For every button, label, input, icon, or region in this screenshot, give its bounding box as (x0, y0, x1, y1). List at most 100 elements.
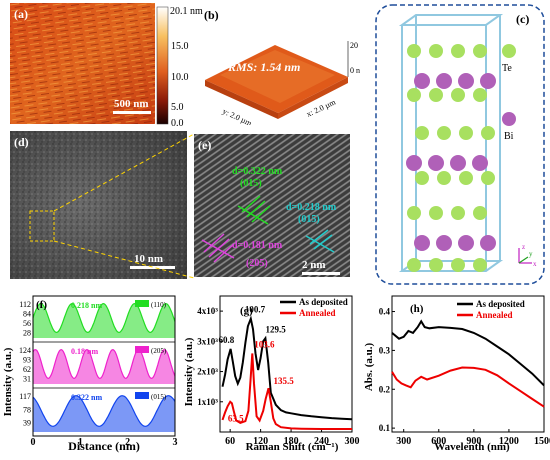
te-atom (429, 206, 443, 220)
x-tick-label: 1200 (499, 436, 519, 447)
rms-value: RMS: 1.54 nm (227, 60, 300, 74)
series-line (221, 353, 352, 430)
f-xtick: 1 (78, 437, 83, 448)
scale-bar-d (130, 266, 175, 269)
bi-atom (458, 235, 474, 251)
bi-atom (436, 73, 452, 89)
peak-label-red: 63.5 (228, 413, 244, 423)
te-atom (451, 44, 465, 58)
te-atom (473, 88, 487, 102)
peak-label-black: 100.7 (245, 305, 266, 315)
f-ytick: 56 (23, 319, 31, 328)
afm-height-map: 500 nm (a) (10, 3, 155, 124)
te-atom (459, 126, 473, 140)
y-tick-label: 0.3 (379, 345, 391, 355)
profile-spacing: 0.218 nm (71, 301, 102, 310)
x-tick-label: 300 (345, 436, 360, 447)
y-tick-label: 3x10³ (197, 336, 218, 346)
plane-d-015-green: d=0.322 nm (232, 166, 283, 177)
f-ytick: 112 (19, 300, 31, 309)
profile-legend-swatch (135, 300, 149, 307)
colorbar-tick: 15.0 (171, 41, 189, 52)
colorbar-max: 20.1 nm (170, 6, 203, 17)
zoom-region-box (29, 210, 55, 242)
te-atom (415, 171, 429, 185)
y-tick-label: 0.4 (379, 307, 391, 317)
bi-atom (436, 235, 452, 251)
bi-atom (480, 73, 496, 89)
legend-te: Te (502, 63, 512, 74)
z-tick-bottom: 0 nm (350, 66, 360, 75)
x-tick-label: 60 (225, 436, 235, 447)
panel-f-label: (f) (36, 299, 47, 311)
profile-spacing: 0.322 nm (71, 393, 102, 402)
te-atom (437, 126, 451, 140)
y-tick-label: 2x10³ (197, 367, 218, 377)
legend-entry: Annealed (476, 310, 513, 320)
scalebar-d-text: 10 nm (134, 253, 163, 265)
panel-h-label: (h) (410, 303, 424, 315)
f-ytick: 93 (23, 356, 31, 365)
bi-atom (406, 155, 422, 171)
x-tick-label: 180 (284, 436, 299, 447)
h-xlabel: Wavelenth (nm) (434, 441, 510, 453)
te-atom (429, 88, 443, 102)
f-ytick: 124 (19, 346, 31, 355)
colorbar-tick: 5.0 (171, 102, 184, 113)
plane-d-205: d=0.181 nm (232, 240, 283, 251)
f-xtick: 3 (173, 437, 178, 448)
panel-b-3d-afm: 20 nm 0 nm RMS: 1.54 nm y: 2.0 µm x: 2.0… (200, 5, 371, 128)
series-line (391, 319, 545, 387)
scalebar-e-text: 2 nm (302, 259, 326, 271)
profile-spacing: 0.18 nm (71, 347, 98, 356)
plane-hkl-cyan: (015) (298, 214, 320, 225)
profile-hkl: (110) (151, 301, 167, 309)
panel-g-raman-chart: 60 120 180 240 300 4x10³ 3x10³ 2x10³ 1x10³ As dep… (180, 292, 360, 455)
te-atom (415, 126, 429, 140)
profile-line (32, 302, 176, 334)
peak-label-red: 135.5 (273, 376, 294, 386)
profile-legend-swatch (135, 346, 149, 353)
scalebar-a-text: 500 nm (114, 98, 149, 110)
f-xtick: 2 (125, 437, 130, 448)
te-atom (451, 88, 465, 102)
peak-label-black: 60.8 (219, 335, 235, 345)
f-ytick: 117 (19, 392, 31, 401)
g-ylabel: Intensity (a.u.) (183, 337, 195, 406)
y-tick-label: 0.1 (379, 423, 391, 433)
f-ytick: 31 (23, 375, 31, 384)
legend-entry: Annealed (299, 308, 336, 318)
bi-atom (428, 155, 444, 171)
colorbar-tick: 10.0 (171, 72, 189, 83)
y-tick-label: 4x10³ (197, 306, 218, 316)
legend-entry: As deposited (476, 299, 525, 309)
axis-x: x (533, 260, 537, 268)
te-atom (451, 258, 465, 272)
te-atom (407, 206, 421, 220)
f-ytick: 78 (23, 405, 31, 414)
plane-hkl-205: (205) (246, 258, 268, 269)
f-ylabel: Intensity (a.u.) (2, 347, 14, 416)
te-atom (429, 258, 443, 272)
afm-3d-surface (205, 45, 348, 113)
panel-d-label: (d) (14, 135, 29, 149)
panel-c-crystal-structure: Te Bi z x y (c) (374, 3, 546, 286)
panel-f-line-profiles: Intensity (a.u.) Distance (nm) 112 84 56 28… (0, 292, 180, 455)
colorbar-tick: 0.0 (171, 118, 184, 126)
panel-a-afm-image: 500 nm (a) (10, 3, 155, 124)
profile-line (32, 395, 176, 427)
profile-fill (33, 303, 175, 338)
te-atom (451, 206, 465, 220)
legend-te-atom (502, 44, 516, 58)
y-tick-label: 0.2 (379, 384, 391, 394)
f-xlabel: Distance (nm) (68, 439, 140, 453)
scale-bar-a (113, 111, 151, 114)
te-atom (473, 258, 487, 272)
peak-label-red: 103.6 (254, 339, 275, 349)
bi-atom (414, 73, 430, 89)
plane-hkl-015-green: (015) (240, 178, 262, 189)
te-atom (429, 44, 443, 58)
f-ytick: 28 (23, 329, 31, 338)
panel-g-label: (g) (240, 305, 253, 317)
